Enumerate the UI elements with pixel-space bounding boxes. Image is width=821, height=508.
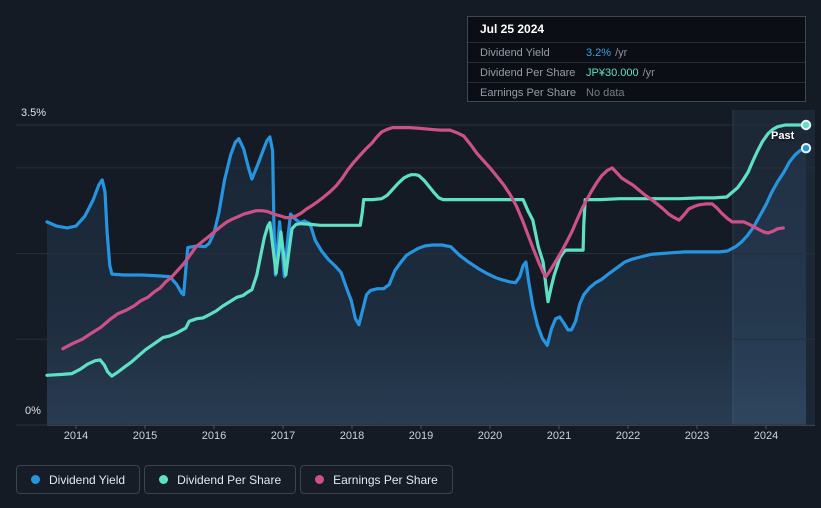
tooltip-date: Jul 25 2024: [480, 22, 545, 36]
yield-area: [47, 137, 806, 425]
x-tick-label: 2023: [684, 430, 710, 442]
legend-label: Dividend Yield: [49, 472, 126, 487]
legend-item-dividend-per-share[interactable]: Dividend Per Share: [144, 465, 297, 494]
x-tick-label: 2014: [63, 430, 89, 442]
x-tick-label: 2018: [339, 430, 365, 442]
earnings-per-share-dot-icon: [315, 475, 325, 484]
x-tick-label: 2017: [270, 430, 296, 442]
tooltip-unit: /yr: [642, 66, 655, 79]
tooltip-value: JP¥30.000: [586, 66, 639, 79]
x-tick-label: 2015: [132, 430, 158, 442]
earnings-per-share-line: [61, 126, 785, 351]
x-tick-label: 2021: [546, 430, 572, 442]
legend-label: Earnings Per Share: [333, 472, 438, 487]
past-band: [732, 110, 815, 425]
chart-tooltip: Jul 25 2024 Dividend Yield 3.2% /yr Divi…: [467, 16, 806, 102]
tooltip-label: Earnings Per Share: [480, 86, 576, 99]
x-tick-label: 2016: [201, 430, 227, 442]
x-tick-label: 2022: [615, 430, 641, 442]
dividend-yield-dot-icon: [31, 475, 40, 484]
tooltip-label: Dividend Per Share: [480, 66, 576, 79]
chart-legend: Dividend Yield Dividend Per Share Earnin…: [16, 465, 453, 494]
tooltip-row-earnings-per-share: Earnings Per Share No data: [468, 82, 805, 102]
legend-label: Dividend Per Share: [177, 472, 282, 487]
legend-item-earnings-per-share[interactable]: Earnings Per Share: [300, 465, 453, 494]
x-tick-label: 2020: [477, 430, 503, 442]
dividend-per-share-line: [45, 123, 808, 378]
tooltip-value: 3.2%: [586, 46, 612, 59]
y-axis-min-label: 0%: [25, 405, 41, 417]
tooltip-value: No data: [586, 86, 625, 99]
legend-item-dividend-yield[interactable]: Dividend Yield: [16, 465, 141, 494]
dividend-per-share-dot-icon: [159, 475, 169, 484]
tooltip-row-dividend-yield: Dividend Yield 3.2% /yr: [468, 42, 805, 62]
end-marker: [800, 142, 812, 154]
tooltip-unit: /yr: [615, 46, 628, 59]
tooltip-label: Dividend Yield: [480, 46, 550, 59]
past-region-label: Past: [771, 130, 795, 142]
end-marker: [800, 119, 812, 131]
y-axis-max-label: 3.5%: [21, 107, 47, 119]
x-tick-label: 2024: [753, 430, 779, 442]
tooltip-row-dividend-per-share: Dividend Per Share JP¥30.000 /yr: [468, 62, 805, 82]
x-tick-label: 2019: [408, 430, 434, 442]
